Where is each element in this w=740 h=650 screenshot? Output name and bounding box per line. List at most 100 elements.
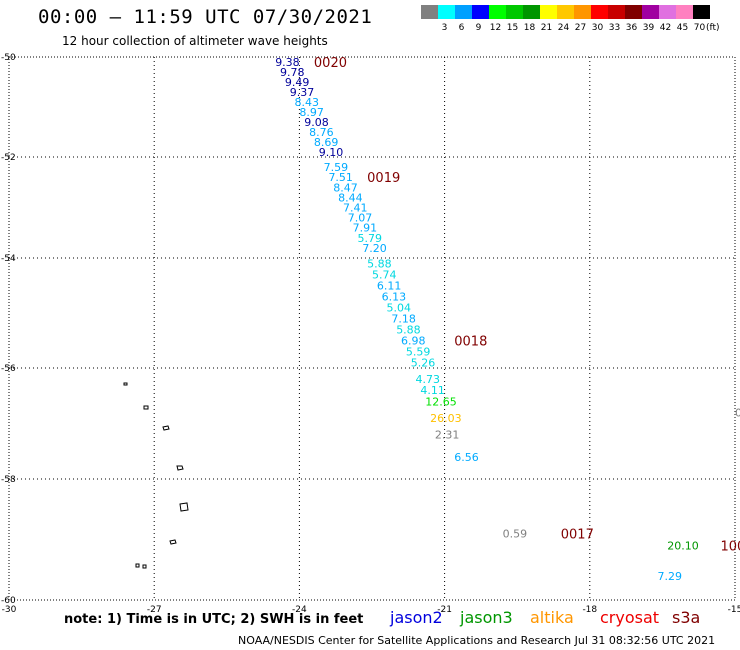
y-tick-label: -60 [1, 596, 16, 606]
wave-height-label: 9.08 [304, 116, 329, 129]
map-frame [8, 56, 736, 601]
wave-height-label: 0.59 [503, 527, 528, 540]
legend-label: 36 [625, 23, 638, 33]
wave-height-label: 5.26 [411, 357, 436, 370]
legend-unit: (ft) [706, 23, 720, 33]
legend-swatch [693, 5, 710, 19]
legend-label: 15 [506, 23, 519, 33]
wave-height-label: 9.10 [319, 146, 344, 159]
legend-label: 6 [458, 23, 465, 33]
legend-label: 70 [693, 23, 706, 33]
wave-height-label: 4.73 [416, 373, 441, 386]
wave-height-label: 7.29 [658, 570, 683, 583]
wave-height-label: 7.41 [343, 202, 368, 215]
y-tick-label: -52 [1, 153, 16, 163]
mission-name: jason3 [460, 608, 513, 627]
wave-height-label: 7.51 [328, 171, 353, 184]
legend-swatch [489, 5, 506, 19]
footer-credit: NOAA/NESDIS Center for Satellite Applica… [238, 634, 716, 647]
mission-name: s3a [672, 608, 701, 627]
wave-height-label: 7.59 [324, 161, 349, 174]
legend-swatch [438, 5, 455, 19]
pass-time-label: 0017 [561, 527, 594, 542]
pass-time-label: 0019 [367, 171, 400, 186]
legend-swatch [659, 5, 676, 19]
legend-label: 9 [475, 23, 482, 33]
legend-swatch [642, 5, 659, 19]
legend-label: 24 [557, 23, 570, 33]
x-tick-label: -30 [2, 605, 17, 615]
pass-time-labels: 0020 0019 0018 0017 1007 [314, 56, 740, 555]
wave-height-label: 7.91 [353, 222, 378, 235]
wave-height-label: 9.37 [290, 86, 315, 99]
pass-time-label: 1007 [720, 540, 740, 555]
wave-height-label: 6.56 [454, 451, 479, 464]
legend-label: 21 [540, 23, 553, 33]
legend-label: 39 [642, 23, 655, 33]
wave-height-label: 5.59 [406, 346, 431, 359]
y-tick-label: -58 [1, 475, 16, 485]
wave-height-label: 9.78 [280, 66, 305, 79]
legend-label: 3 [441, 23, 448, 33]
legend-swatch [625, 5, 642, 19]
grid-layer [8, 56, 736, 601]
wave-height-label: 8.76 [309, 126, 334, 139]
y-tick-label: -56 [1, 364, 16, 374]
wave-height-label: 12.65 [425, 395, 457, 408]
legend-swatch [540, 5, 557, 19]
wave-height-label: 6.13 [382, 291, 407, 304]
wave-height-label: 5.88 [367, 258, 392, 271]
island [123, 382, 189, 569]
coastline-layer [123, 382, 189, 569]
wave-height-label: 0 [735, 406, 740, 419]
wave-height-label: 2.31 [435, 429, 460, 442]
x-tick-label: -18 [582, 605, 597, 615]
wave-height-label: 7.20 [362, 242, 387, 255]
legend-swatch [523, 5, 540, 19]
wave-height-label: 6.11 [377, 280, 402, 293]
x-tick-label: -27 [147, 605, 162, 615]
wave-height-label: 8.44 [338, 191, 363, 204]
wave-height-label: 9.49 [285, 76, 310, 89]
y-tick-label: -54 [1, 254, 16, 264]
wave-height-label: 7.18 [391, 313, 416, 326]
mission-name: cryosat [600, 608, 660, 627]
legend-swatch [506, 5, 523, 19]
wave-height-label: 8.47 [333, 181, 358, 194]
wave-height-label: 5.88 [396, 324, 421, 337]
pass-time-label: 0018 [454, 335, 487, 350]
wave-height-label: 6.98 [401, 335, 426, 348]
legend-label: 45 [676, 23, 689, 33]
legend-swatch [574, 5, 591, 19]
legend-swatch [676, 5, 693, 19]
axis-labels: -30 -27 -24 -21 -18 -15 -50 -52 -54 -56 -58 -60 [1, 53, 740, 615]
wave-height-label: 5.04 [387, 302, 412, 315]
wave-height-label: 8.97 [299, 106, 324, 119]
legend-swatch [472, 5, 489, 19]
wave-height-label: 20.10 [667, 540, 699, 553]
legend-swatch [591, 5, 608, 19]
legend-label: 33 [608, 23, 621, 33]
wave-height-label: 5.79 [357, 232, 382, 245]
legend-swatch [608, 5, 625, 19]
legend-label: 12 [489, 23, 502, 33]
wave-height-label: 5.74 [372, 269, 397, 282]
y-tick-label: -50 [1, 53, 16, 63]
legend-swatch [557, 5, 574, 19]
wave-height-label: 9.38 [275, 56, 300, 69]
legend-label: 42 [659, 23, 672, 33]
wave-height-label: 26.03 [430, 412, 462, 425]
wave-height-labels: 9.389.789.499.378.438.979.088.768.699.10… [275, 56, 740, 583]
map-subtitle: 12 hour collection of altimeter wave hei… [62, 34, 328, 48]
pass-time-label: 0020 [314, 56, 347, 71]
note-text: note: 1) Time is in UTC; 2) SWH is in fe… [64, 612, 364, 627]
x-tick-label: -21 [437, 605, 452, 615]
legend-swatch [455, 5, 472, 19]
legend-label: 30 [591, 23, 604, 33]
mission-name: altika [530, 608, 574, 627]
wave-height-label: 8.43 [295, 96, 320, 109]
legend-label: 27 [574, 23, 587, 33]
legend-swatch [421, 5, 438, 19]
